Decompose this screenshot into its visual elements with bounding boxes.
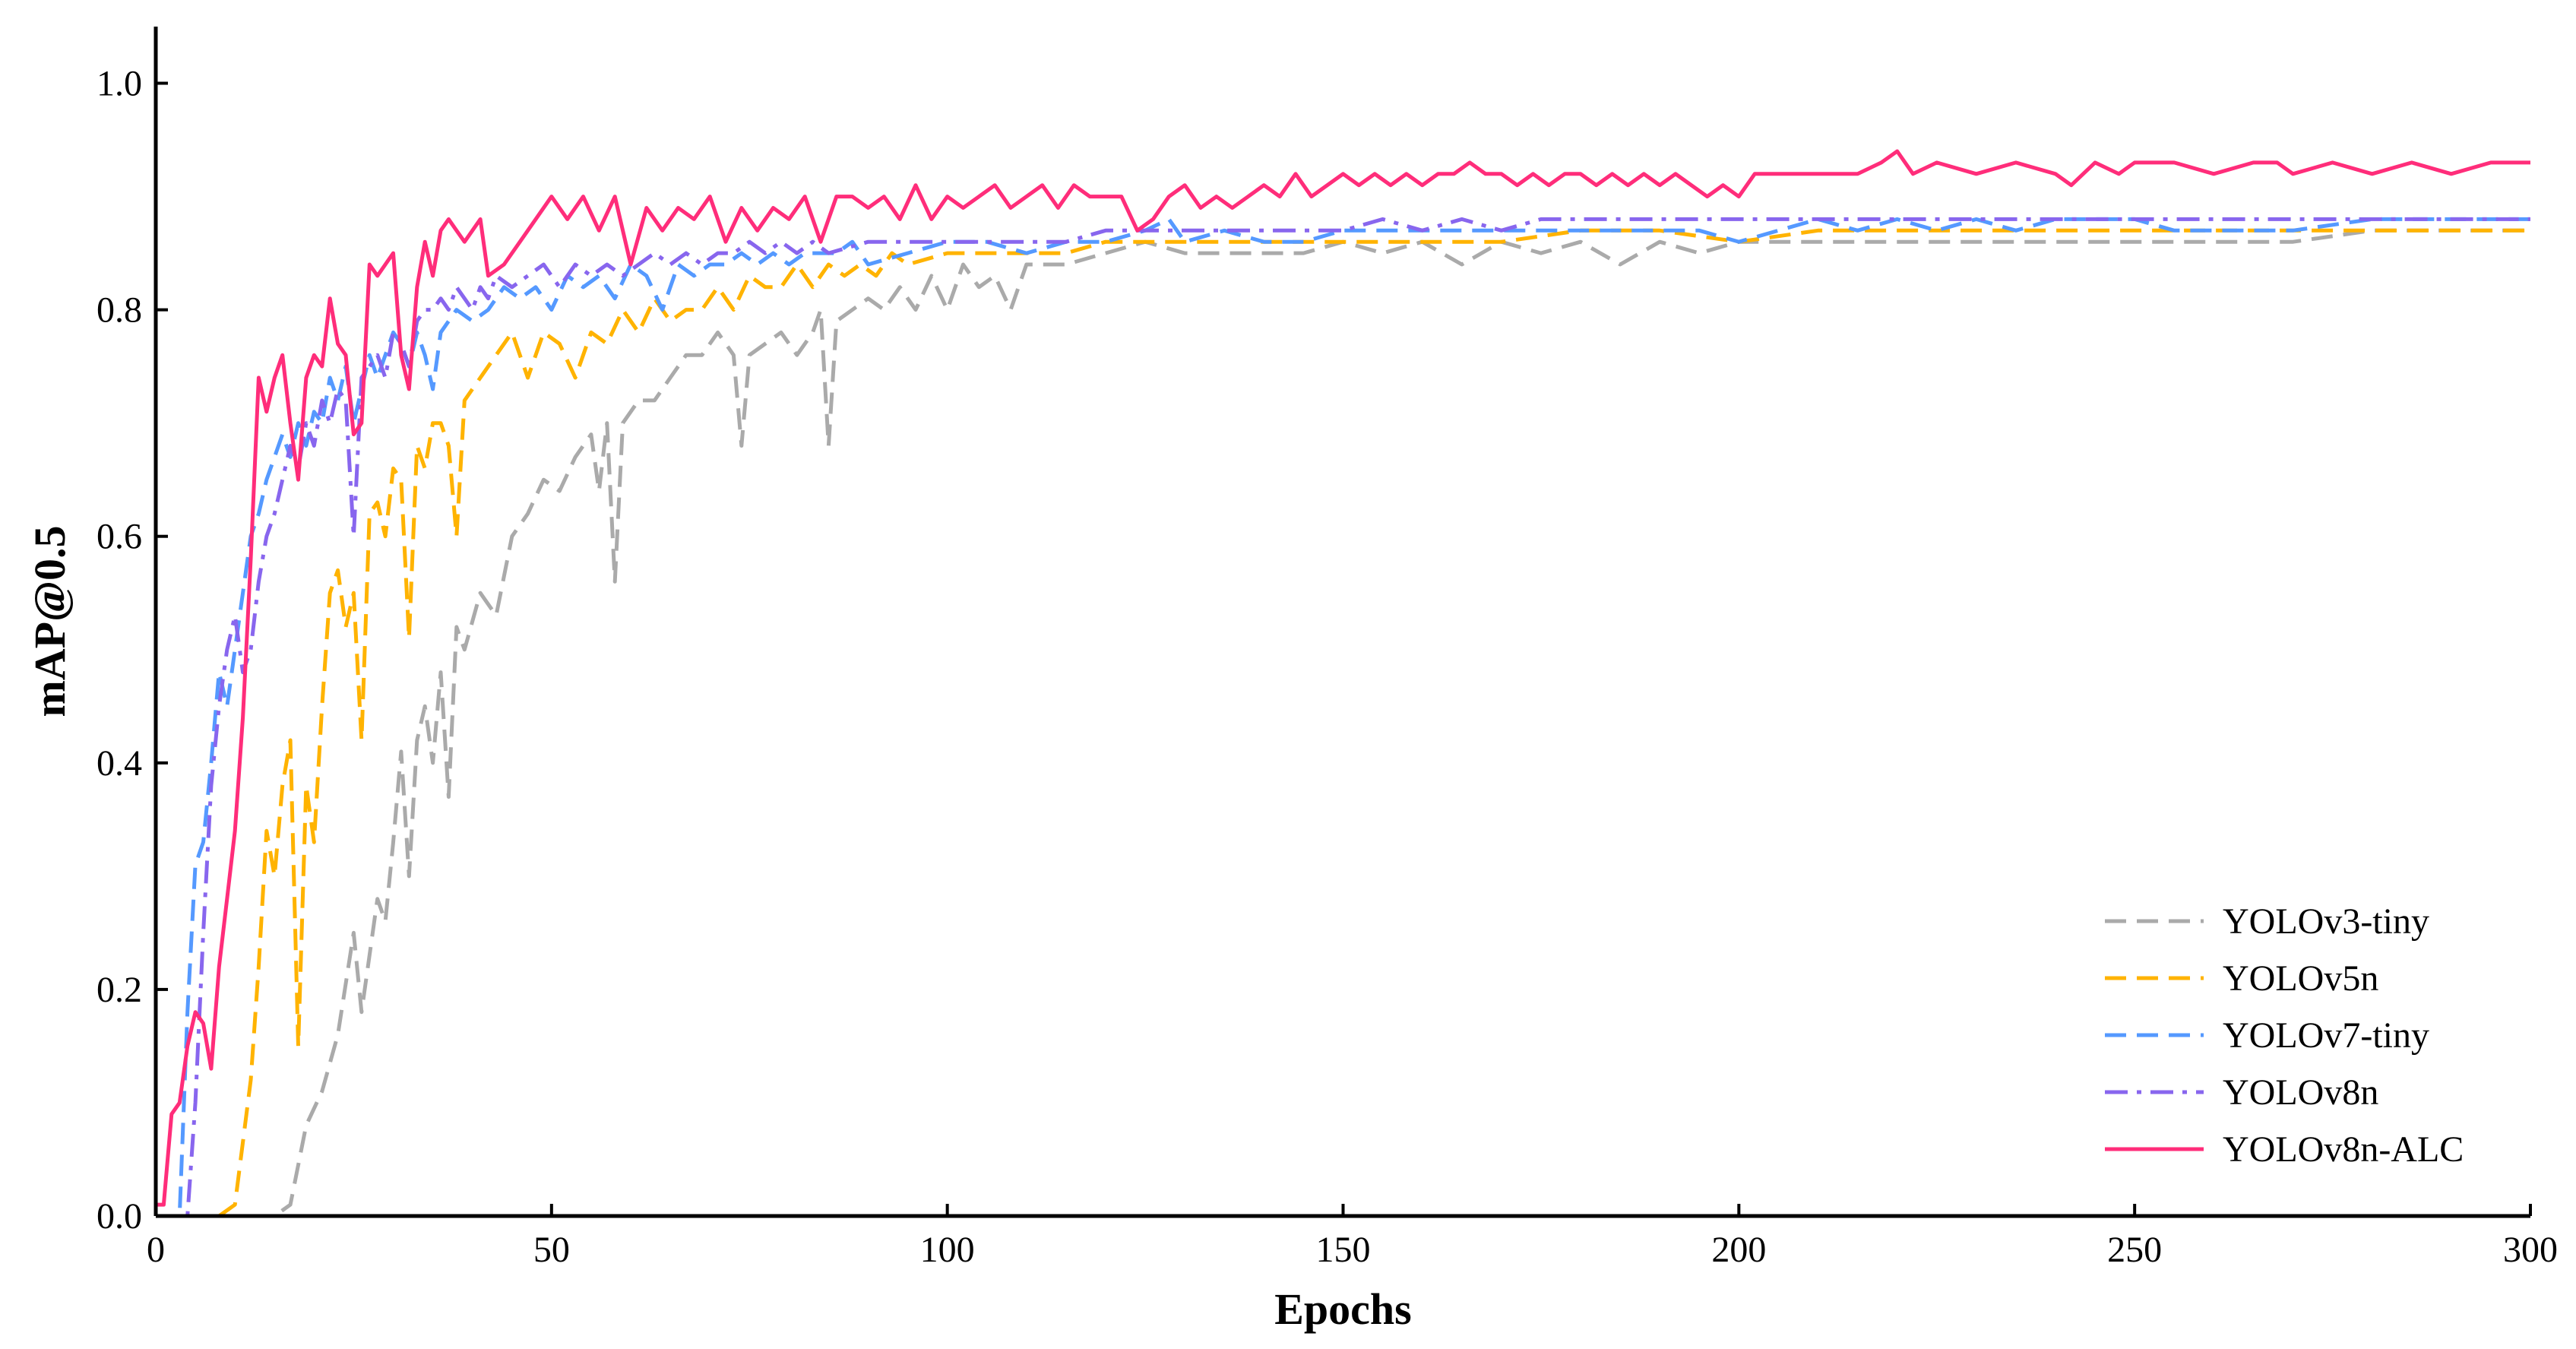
y-tick-label: 0.2 — [97, 970, 142, 1010]
y-tick-label: 0.8 — [97, 290, 142, 331]
x-tick-label: 250 — [2107, 1230, 2162, 1270]
x-tick-label: 150 — [1316, 1230, 1371, 1270]
series-line-yolov8n — [156, 217, 2530, 1218]
series-line-yolov3-tiny — [156, 228, 2530, 1218]
legend: YOLOv3-tiny YOLOv5n YOLOv7-tiny YOLOv8n YOLO… — [2105, 901, 2464, 1170]
y-tick-label: 1.0 — [97, 64, 142, 104]
x-ticks: 0 50 100 150 200 250 300 — [147, 1204, 2558, 1270]
series-line-yolov5n — [156, 228, 2530, 1218]
y-axis-label: mAP@0.5 — [25, 525, 74, 717]
x-axis-label: Epochs — [1274, 1284, 1412, 1334]
y-tick-label: 0.6 — [97, 517, 142, 557]
x-tick-label: 50 — [533, 1230, 570, 1270]
legend-label: YOLOv8n — [2223, 1072, 2378, 1113]
y-tick-label: 0.0 — [97, 1196, 142, 1237]
series-layer — [156, 149, 2530, 1218]
x-tick-label: 200 — [1711, 1230, 1766, 1270]
axes-layer — [153, 27, 2530, 1218]
series-line-yolov7-tiny — [156, 217, 2530, 1218]
legend-label: YOLOv7-tiny — [2223, 1015, 2429, 1056]
y-ticks: 0.0 0.2 0.4 0.6 0.8 1.0 — [97, 64, 168, 1237]
x-tick-label: 100 — [920, 1230, 975, 1270]
x-tick-label: 300 — [2503, 1230, 2558, 1270]
series-line-yolov8n-alc — [156, 149, 2530, 1207]
legend-label: YOLOv3-tiny — [2223, 901, 2429, 942]
x-tick-label: 0 — [147, 1230, 165, 1270]
y-tick-label: 0.4 — [97, 743, 142, 784]
legend-label: YOLOv5n — [2223, 958, 2378, 999]
legend-label: YOLOv8n-ALC — [2223, 1129, 2464, 1170]
